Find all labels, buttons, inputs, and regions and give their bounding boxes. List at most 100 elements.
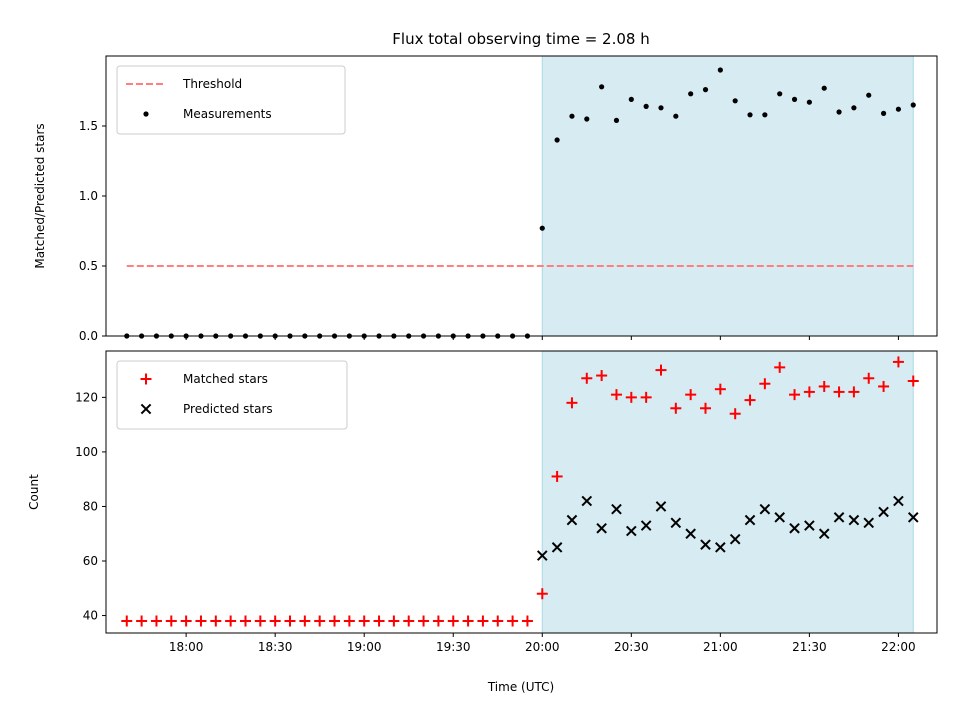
data-point — [848, 514, 860, 526]
data-point — [818, 380, 830, 392]
data-point — [700, 402, 712, 414]
data-point — [432, 615, 444, 627]
data-point — [195, 615, 207, 627]
marker-stroke — [744, 514, 756, 526]
data-point — [804, 520, 815, 531]
data-point — [878, 506, 889, 518]
data-point — [851, 105, 857, 111]
x-tick-label: 18:30 — [258, 640, 293, 654]
x-tick-label: 22:00 — [881, 640, 916, 654]
y-tick-label: 0.0 — [79, 329, 98, 343]
data-point — [732, 98, 738, 104]
data-point — [551, 542, 563, 553]
data-point — [863, 517, 875, 529]
marker-stroke — [581, 495, 593, 507]
marker-stroke — [804, 520, 815, 531]
marker-stroke — [907, 512, 919, 523]
data-point — [670, 402, 682, 414]
data-point — [789, 522, 800, 534]
data-point — [878, 380, 890, 392]
data-point — [729, 533, 741, 545]
data-point — [388, 615, 400, 627]
legend-label: Predicted stars — [183, 402, 273, 416]
marker-stroke — [759, 503, 771, 515]
data-point — [136, 615, 148, 627]
data-point — [596, 370, 608, 382]
marker-stroke — [596, 522, 607, 534]
data-point — [584, 116, 590, 122]
marker-stroke — [551, 542, 563, 553]
data-point — [759, 503, 771, 515]
legend-label: Matched stars — [183, 372, 268, 386]
data-point — [702, 87, 709, 93]
data-point — [729, 408, 741, 420]
data-point — [610, 389, 622, 401]
data-point — [254, 615, 266, 627]
marker-stroke — [848, 514, 860, 526]
data-point — [744, 514, 756, 526]
x-tick-label: 20:00 — [525, 640, 560, 654]
series-predicted-stars — [536, 495, 919, 561]
bottom-panel: 40 60 80 100 120 18:00 18:30 19:00 19:30 20:00 20:… — [27, 350, 938, 654]
data-point — [803, 386, 815, 398]
data-point — [670, 517, 682, 529]
data-point — [569, 113, 575, 119]
data-point — [717, 67, 723, 73]
marker-stroke — [655, 501, 667, 512]
data-point — [759, 378, 771, 390]
marker-stroke — [715, 542, 726, 553]
data-point — [893, 495, 904, 507]
data-point — [685, 528, 696, 540]
data-point — [165, 615, 177, 627]
data-point — [611, 503, 622, 515]
legend-frame — [116, 65, 346, 135]
data-point — [821, 85, 827, 91]
y-axis-label: Matched/Predicted stars — [33, 123, 47, 268]
data-point — [628, 96, 634, 102]
marker-stroke — [863, 517, 875, 529]
data-point — [492, 615, 504, 627]
data-point — [403, 615, 415, 627]
data-point — [640, 520, 652, 531]
data-point — [554, 137, 560, 143]
y-tick-label: 1.5 — [79, 119, 98, 133]
legend-frame — [116, 360, 348, 430]
data-point — [833, 386, 845, 398]
x-tick-label: 21:00 — [703, 640, 738, 654]
data-point — [626, 525, 637, 537]
observing-span — [542, 56, 914, 336]
data-point — [358, 615, 370, 627]
data-point — [462, 615, 474, 627]
data-point — [551, 470, 563, 482]
marker-stroke — [626, 525, 637, 537]
data-point — [643, 103, 649, 109]
y-tick-label: 0.5 — [79, 259, 98, 273]
data-point — [866, 92, 872, 98]
data-point — [685, 389, 697, 401]
data-point — [907, 375, 919, 387]
data-point — [539, 225, 545, 231]
data-point — [806, 99, 812, 105]
marker-stroke — [140, 403, 152, 415]
data-point — [150, 615, 162, 627]
legend: Threshold Measurements — [116, 65, 346, 135]
marker-stroke — [789, 522, 800, 534]
marker-stroke — [818, 528, 830, 540]
data-point — [774, 361, 786, 373]
top-panel: 0.0 0.5 1.0 1.5 Matched/Predicted stars Thres… — [33, 55, 938, 343]
data-point — [744, 394, 756, 406]
data-point — [714, 383, 726, 395]
x-tick-label: 20:30 — [614, 640, 649, 654]
data-point — [121, 615, 133, 627]
x-tick-label: 19:00 — [347, 640, 382, 654]
marker-stroke — [774, 512, 786, 523]
y-tick-label: 1.0 — [79, 189, 98, 203]
data-point — [715, 542, 726, 553]
data-point — [658, 105, 664, 111]
marker-stroke — [611, 503, 622, 515]
y-axis-label: Count — [27, 474, 41, 510]
data-point — [688, 91, 694, 97]
observing-span — [542, 351, 914, 633]
data-point — [747, 112, 753, 118]
